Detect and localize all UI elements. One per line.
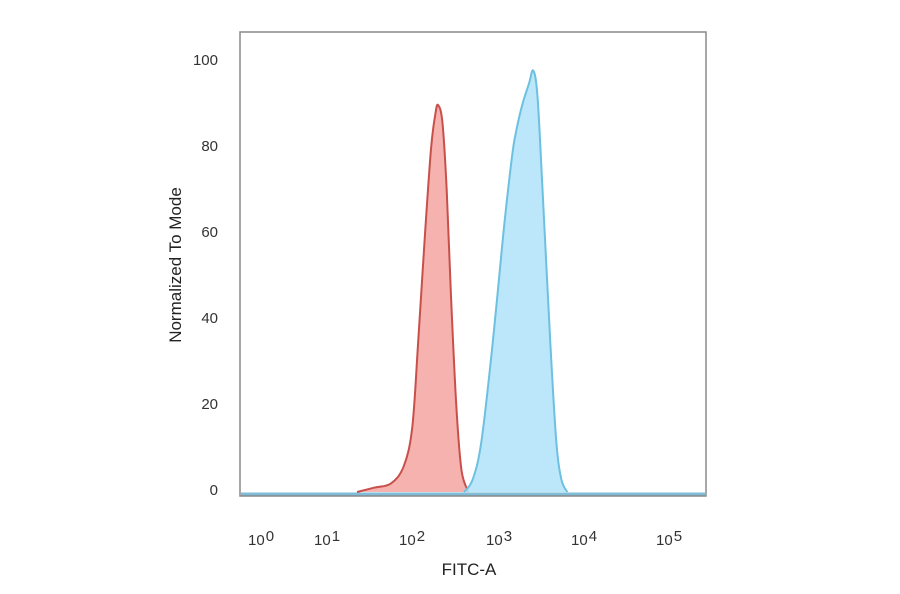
y-tick-label: 80 [201, 138, 218, 155]
y-tick-label: 20 [201, 396, 218, 413]
x-tick-label: 104 [571, 528, 598, 549]
y-tick-label: 60 [201, 224, 218, 241]
y-tick-label: 100 [192, 52, 218, 69]
x-tick-label: 100 [248, 528, 275, 549]
x-tick-label: 101 [314, 528, 341, 549]
y-axis-label: Normalized To Mode [166, 187, 185, 343]
y-tick-label: 0 [209, 482, 218, 499]
x-tick-label: 103 [486, 528, 513, 549]
series-1-line [463, 69, 569, 493]
y-tick-label: 40 [201, 310, 218, 327]
x-axis-label: FITC-A [441, 560, 497, 579]
plot-frame [239, 31, 707, 497]
x-tick-label: 102 [399, 528, 426, 549]
x-tick-label: 105 [656, 528, 683, 549]
plot-area [241, 69, 705, 496]
series-0-fill [357, 104, 469, 492]
series-0-line [356, 103, 470, 493]
